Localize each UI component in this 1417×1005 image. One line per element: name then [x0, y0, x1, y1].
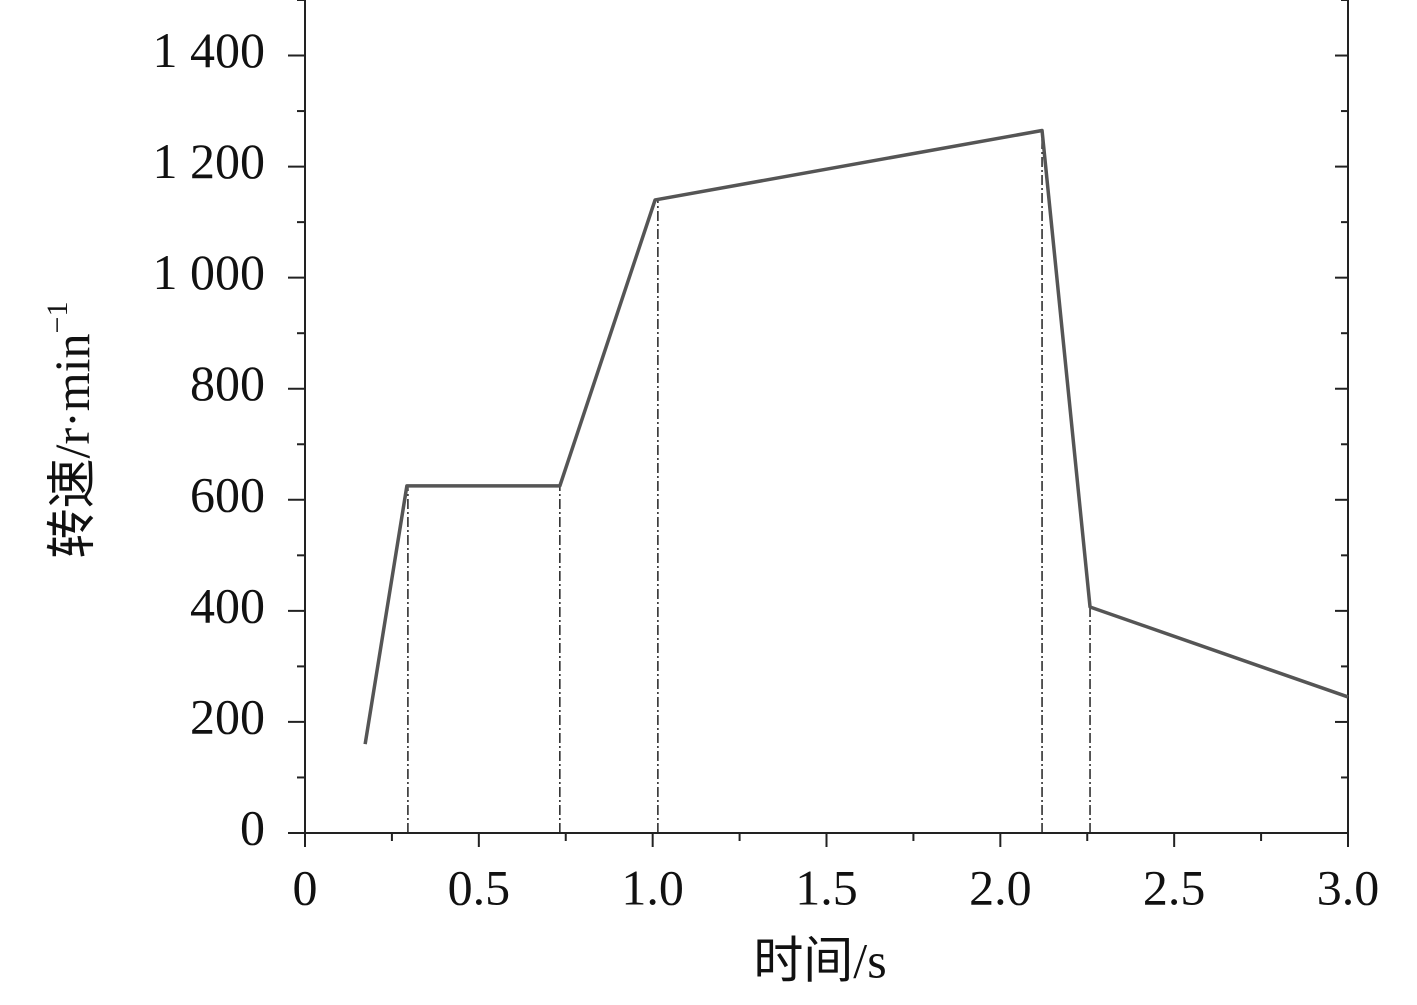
y-tick-label: 1 400: [153, 22, 266, 78]
x-axis-title: 时间/s: [753, 932, 886, 988]
x-tick-label: 0.5: [448, 859, 511, 915]
y-tick-label: 400: [190, 577, 265, 633]
y-tick-label: 200: [190, 688, 265, 744]
data-line: [363, 128, 1349, 745]
y-tick-label: 800: [190, 355, 265, 411]
x-tick-label: 2.0: [969, 859, 1032, 915]
x-tick-label: 2.5: [1143, 859, 1206, 915]
y-axis-title: 转速/r·min−1: [41, 302, 101, 559]
y-tick-label: 0: [240, 799, 265, 855]
y-axis-title-superscript: −1: [41, 302, 74, 334]
y-tick-label: 600: [190, 466, 265, 522]
x-tick-label: 0: [293, 859, 318, 915]
x-tick-label: 3.0: [1317, 859, 1380, 915]
y-axis-title-main: 转速/r·min: [44, 333, 100, 558]
x-tick-label: 1.0: [621, 859, 684, 915]
x-tick-label: 1.5: [795, 859, 858, 915]
y-tick-label: 1 200: [153, 133, 266, 189]
y-tick-label: 1 000: [153, 244, 266, 300]
